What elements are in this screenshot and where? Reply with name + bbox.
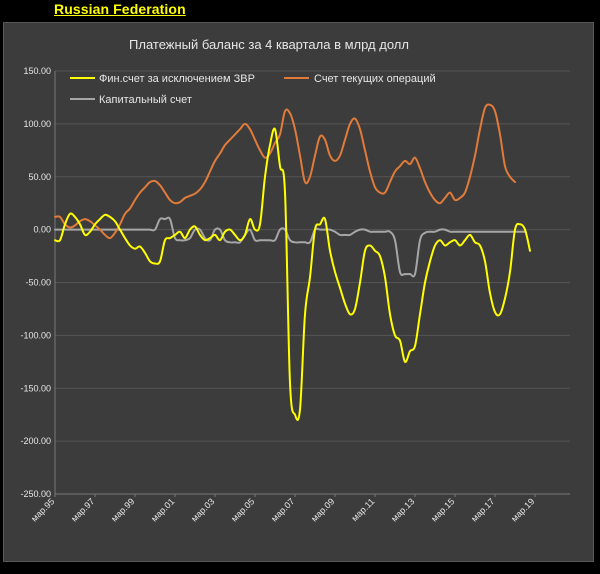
y-tick-label: -50.00 [25, 278, 51, 288]
y-tick-label: -200.00 [20, 436, 51, 446]
x-tick-label: мар.97 [69, 496, 96, 523]
y-tick-label: 150.00 [23, 66, 51, 76]
page-title: Russian Federation [54, 1, 186, 17]
legend: Фин.счет за исключением ЗВР Счет текущих… [70, 73, 436, 106]
y-axis: 150.00 100.00 50.00 0.00 -50.00 -100.00 -150.0… [20, 66, 56, 499]
x-tick-label: мар.19 [509, 496, 536, 523]
x-axis: мар.95 мар.97 мар.99 мар.01 мар.03 мар.05 мар.… [29, 493, 570, 524]
series-line-capital-account [54, 216, 526, 278]
y-tick-label: 100.00 [23, 119, 51, 129]
y-tick-label: 0.00 [33, 225, 51, 235]
legend-label-current: Счет текущих операций [314, 73, 436, 85]
series-group [54, 103, 531, 421]
legend-item-current: Счет текущих операций [284, 73, 436, 85]
x-tick-label: мар.17 [469, 496, 496, 523]
legend-item-fin: Фин.счет за исключением ЗВР [70, 73, 255, 85]
y-tick-label: -150.00 [20, 383, 51, 393]
x-tick-label: мар.07 [269, 496, 296, 523]
series-line-current-account [54, 103, 516, 240]
x-tick-label: мар.99 [109, 496, 136, 523]
balance-chart: Платежный баланс за 4 квартала в млрд до… [20, 37, 570, 524]
x-tick-label: мар.09 [309, 496, 336, 523]
x-tick-label: мар.05 [229, 496, 256, 523]
x-tick-label: мар.13 [389, 496, 416, 523]
legend-item-capital: Капитальный счет [70, 94, 192, 106]
x-tick-label: мар.01 [149, 496, 176, 523]
chart-panel: Платежный баланс за 4 квартала в млрд до… [3, 22, 594, 562]
y-tick-label: -250.00 [20, 489, 51, 499]
x-tick-label: мар.11 [350, 496, 377, 523]
y-tick-label: 50.00 [28, 172, 51, 182]
chart-title: Платежный баланс за 4 квартала в млрд до… [129, 37, 409, 52]
x-tick-label: мар.03 [189, 496, 216, 523]
legend-label-capital: Капитальный счет [99, 94, 192, 106]
series-line-financial-account [54, 127, 531, 421]
grid-lines [55, 70, 570, 495]
x-tick-label: мар.15 [429, 496, 456, 523]
legend-label-fin: Фин.счет за исключением ЗВР [99, 73, 255, 85]
x-tick-label: мар.95 [29, 496, 56, 523]
y-tick-label: -100.00 [20, 330, 51, 340]
